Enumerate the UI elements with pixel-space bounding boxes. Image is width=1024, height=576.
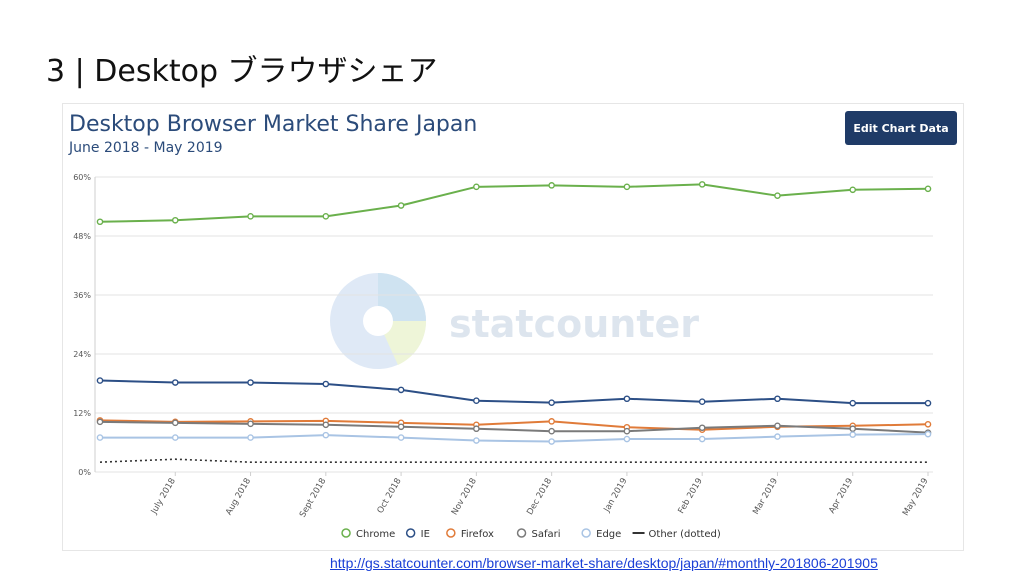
data-point-chrome bbox=[698, 181, 706, 188]
series-line-firefox bbox=[99, 419, 929, 431]
y-tick-label: 24% bbox=[73, 350, 91, 359]
data-point-ie bbox=[473, 397, 480, 405]
legend-label: Firefox bbox=[461, 529, 494, 540]
x-tick-label: Mar 2019 bbox=[751, 477, 780, 517]
x-tick-label: Aug 2018 bbox=[224, 477, 253, 517]
series-line-other bbox=[99, 458, 928, 463]
data-point-ie bbox=[96, 377, 104, 384]
data-point-safari bbox=[473, 425, 480, 433]
legend-label: Other (dotted) bbox=[649, 529, 721, 540]
y-tick-label: 60% bbox=[73, 173, 91, 182]
data-point-edge bbox=[247, 434, 254, 441]
data-point-edge bbox=[397, 434, 405, 441]
data-point-ie bbox=[698, 398, 706, 405]
data-point-chrome bbox=[247, 213, 254, 220]
data-point-safari bbox=[96, 418, 104, 426]
data-point-firefox bbox=[924, 421, 932, 428]
data-point-edge bbox=[548, 438, 555, 445]
legend-marker-firefox bbox=[446, 528, 456, 538]
x-tick-label: Oct 2018 bbox=[376, 477, 404, 516]
data-point-edge bbox=[623, 435, 631, 443]
data-point-ie bbox=[171, 379, 179, 386]
edit-chart-data-button[interactable]: Edit Chart Data bbox=[845, 111, 957, 145]
watermark-logo-hole bbox=[363, 306, 393, 336]
x-tick-label: Jan 2019 bbox=[602, 477, 630, 515]
data-point-ie bbox=[623, 395, 631, 403]
data-point-safari bbox=[849, 425, 857, 433]
chart-subtitle: June 2018 - May 2019 bbox=[69, 140, 223, 156]
data-point-edge bbox=[698, 435, 706, 443]
legend-marker-chrome bbox=[341, 528, 351, 538]
data-point-chrome bbox=[548, 182, 555, 189]
y-tick-label: 36% bbox=[73, 291, 91, 300]
y-tick-label: 12% bbox=[73, 409, 91, 418]
data-point-safari bbox=[548, 427, 555, 435]
chart-area: statcounter 0% 12% 24% 36% 48% 60% July 2018 Aug… bbox=[73, 173, 933, 540]
data-point-chrome bbox=[96, 218, 104, 226]
legend-label: Edge bbox=[596, 529, 621, 540]
data-point-ie bbox=[397, 386, 405, 394]
legend-label: Safari bbox=[532, 529, 561, 540]
legend-marker-ie bbox=[405, 528, 416, 538]
x-tick-label: Feb 2019 bbox=[676, 477, 704, 516]
data-point-edge bbox=[473, 437, 480, 444]
x-tick-label: May 2019 bbox=[901, 477, 931, 518]
watermark-logo-wedge bbox=[378, 321, 427, 365]
data-point-ie bbox=[247, 379, 254, 386]
series-line-chrome bbox=[99, 183, 929, 223]
data-point-safari bbox=[774, 422, 781, 430]
data-point-edge bbox=[322, 431, 330, 439]
chart-panel: statcounter 0% 12% 24% 36% 48% 60% July 2018 Aug… bbox=[62, 103, 964, 551]
x-tick-label: Dec 2018 bbox=[525, 477, 554, 517]
source-link[interactable]: http://gs.statcounter.com/browser-market… bbox=[330, 555, 878, 571]
data-point-chrome bbox=[623, 183, 631, 191]
x-tick-label: Apr 2019 bbox=[827, 477, 855, 516]
data-point-ie bbox=[924, 399, 932, 407]
series-line-safari bbox=[99, 420, 929, 434]
legend-marker-edge bbox=[581, 528, 591, 538]
data-point-ie bbox=[849, 399, 857, 407]
chart-title: Desktop Browser Market Share Japan bbox=[69, 112, 478, 137]
data-point-safari bbox=[171, 419, 179, 427]
data-point-safari bbox=[247, 420, 254, 428]
legend-marker-safari bbox=[516, 528, 527, 538]
data-point-chrome bbox=[397, 202, 405, 209]
watermark-logo-wedge bbox=[378, 273, 426, 321]
series-line-ie bbox=[99, 379, 928, 405]
data-point-chrome bbox=[473, 183, 480, 191]
data-point-ie bbox=[548, 399, 555, 406]
data-point-chrome bbox=[774, 192, 781, 199]
data-point-chrome bbox=[322, 213, 330, 220]
data-point-safari bbox=[698, 424, 706, 432]
data-point-ie bbox=[322, 380, 330, 388]
data-point-chrome bbox=[171, 216, 179, 224]
data-point-edge bbox=[924, 430, 932, 438]
legend-label: Chrome bbox=[356, 529, 395, 540]
data-point-edge bbox=[849, 431, 857, 438]
y-tick-label: 48% bbox=[73, 232, 91, 241]
data-point-chrome bbox=[924, 185, 932, 193]
data-point-safari bbox=[322, 421, 330, 429]
data-point-edge bbox=[96, 434, 104, 441]
data-point-chrome bbox=[849, 186, 857, 194]
data-point-firefox bbox=[548, 418, 555, 425]
data-point-edge bbox=[774, 433, 781, 440]
x-tick-label: July 2018 bbox=[149, 477, 178, 517]
x-tick-label: Sept 2018 bbox=[298, 477, 329, 520]
series-line-edge bbox=[100, 433, 929, 443]
watermark-text: statcounter bbox=[449, 302, 699, 346]
data-point-safari bbox=[397, 423, 405, 431]
data-point-safari bbox=[623, 427, 631, 435]
y-tick-label: 0% bbox=[78, 468, 91, 477]
slide-title: 3 | Desktop ブラウザシェア bbox=[46, 54, 438, 89]
legend-label: IE bbox=[421, 529, 430, 540]
data-point-ie bbox=[774, 395, 781, 403]
data-point-edge bbox=[171, 434, 179, 441]
x-tick-label: Nov 2018 bbox=[450, 477, 479, 517]
